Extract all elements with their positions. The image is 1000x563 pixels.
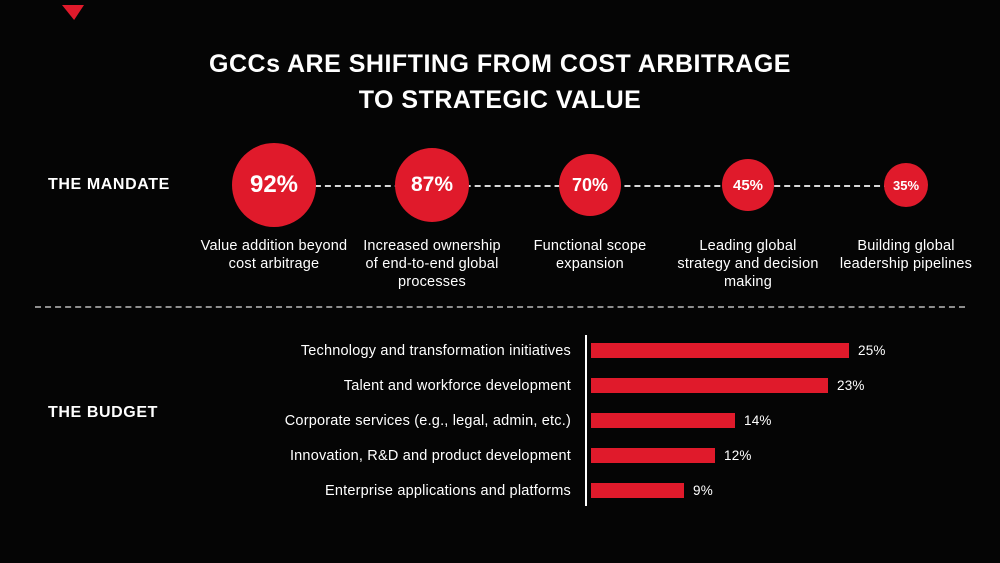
mandate-item: 35% [827,163,985,207]
budget-bar [591,483,684,498]
budget-value-label: 12% [724,448,752,463]
budget-value-label: 25% [858,343,886,358]
page-title: GCCs ARE SHIFTING FROM COST ARBITRAGE TO… [0,46,1000,118]
mandate-circle: 35% [884,163,928,207]
budget-bar [591,378,828,393]
budget-row: Enterprise applications and platforms 9% [230,473,990,508]
mandate-section-label: THE MANDATE [48,176,170,193]
budget-row: Technology and transformation initiative… [230,333,990,368]
title-line-1: GCCs ARE SHIFTING FROM COST ARBITRAGE [209,50,791,78]
budget-category-label: Talent and workforce development [343,377,571,394]
mandate-item-label: Leading global strategy and decision mak… [677,238,819,290]
mandate-item-label: Building global leadership pipelines [839,238,973,272]
mandate-circle: 45% [722,159,774,211]
mandate-circle: 70% [559,154,621,216]
red-corner-logo-icon [62,5,84,20]
budget-category-label: Corporate services (e.g., legal, admin, … [284,412,571,429]
budget-category-label: Innovation, R&D and product development [289,447,571,464]
budget-bar [591,343,849,358]
mandate-item-label: Functional scope expansion [533,238,647,272]
mandate-item: 87% [353,148,511,222]
budget-category-label: Technology and transformation initiative… [300,342,571,359]
budget-chart: Technology and transformation initiative… [230,333,990,508]
budget-axis-line [585,335,587,506]
mandate-circle: 92% [232,143,316,227]
mandate-item: 45% [669,159,827,211]
title-line-2: TO STRATEGIC VALUE [358,86,642,114]
budget-value-label: 23% [837,378,865,393]
budget-section-label: THE BUDGET [48,404,158,421]
budget-row: Corporate services (e.g., legal, admin, … [230,403,990,438]
mandate-labels-row: Value addition beyond cost arbitrage Inc… [195,237,985,291]
budget-value-label: 9% [693,483,713,498]
mandate-item: 70% [511,154,669,216]
budget-row: Talent and workforce development 23% [230,368,990,403]
budget-row: Innovation, R&D and product development … [230,438,990,473]
budget-category-label: Enterprise applications and platforms [325,482,571,499]
mandate-item-label: Increased ownership of end-to-end global… [363,238,501,290]
section-divider [35,306,965,308]
budget-bar [591,413,735,428]
mandate-item: 92% [195,143,353,227]
mandate-item-label: Value addition beyond cost arbitrage [200,238,348,272]
mandate-circle: 87% [395,148,469,222]
mandate-chart: 92% 87% 70% 45% 35% [195,140,985,230]
budget-bar [591,448,715,463]
budget-value-label: 14% [744,413,772,428]
